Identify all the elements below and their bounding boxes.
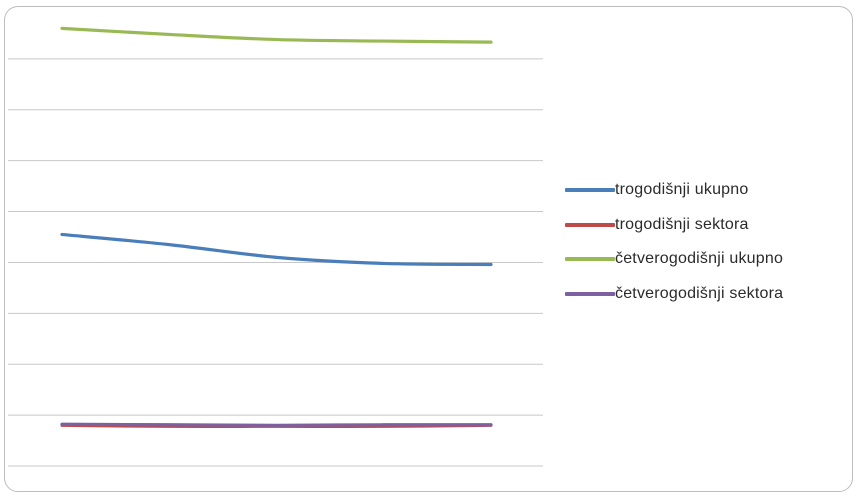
legend-label: trogodišnji ukupno [615,181,749,199]
legend-item: trogodišnji ukupno [565,173,851,208]
series-line [60,422,493,427]
legend-item: četverogodišnji sektora [565,277,851,312]
series-line [60,232,493,267]
legend-item: četverogodišnji ukupno [565,242,851,277]
legend-swatch [565,257,615,262]
legend-label: četverogodišnji ukupno [615,250,784,268]
legend-swatch [565,188,615,193]
legend-label: četverogodišnji sektora [615,284,784,302]
legend-swatch [565,291,615,296]
gridlines [8,58,543,467]
legend-swatch [565,222,615,227]
chart-frame [4,6,853,492]
series-line [60,26,493,44]
legend-item: trogodišnji sektora [565,208,851,243]
legend: trogodišnji ukupno trogodišnji sektora č… [565,173,851,311]
legend-label: trogodišnji sektora [615,215,749,233]
